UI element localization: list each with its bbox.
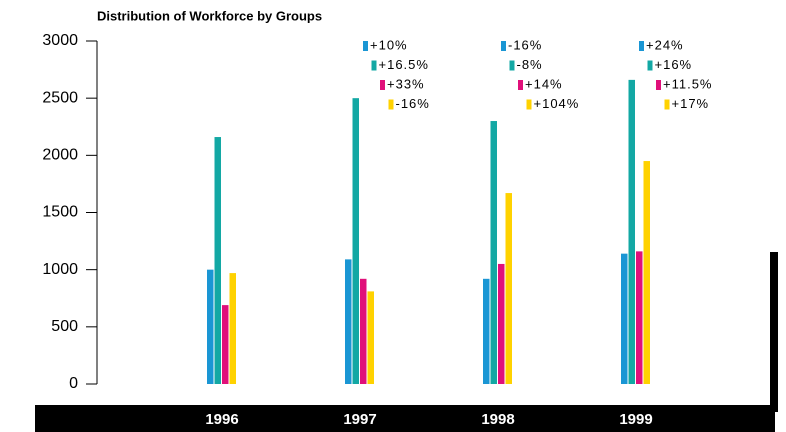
- change-swatch: [380, 80, 385, 90]
- bar: [352, 98, 359, 385]
- change-swatch: [647, 60, 653, 71]
- side-bar: [770, 252, 778, 412]
- bar: [367, 291, 374, 384]
- bar: [483, 278, 490, 384]
- y-tick-label: 500: [51, 318, 78, 335]
- change-label: +10%: [370, 37, 408, 52]
- change-swatch: [656, 80, 661, 90]
- y-tick-label: 2500: [42, 89, 78, 106]
- change-label: +104%: [534, 96, 580, 111]
- x-tick-label: 1997: [343, 411, 376, 428]
- change-swatch: [518, 80, 523, 90]
- change-swatch: [509, 60, 515, 71]
- category-band: [35, 405, 775, 432]
- change-label: -8%: [517, 57, 543, 72]
- change-swatch: [526, 99, 532, 110]
- change-label: +33%: [387, 76, 425, 91]
- change-swatch: [639, 41, 644, 51]
- x-tick-label: 1998: [481, 411, 514, 428]
- chart-title: Distribution of Workforce by Groups: [97, 8, 322, 23]
- bar: [643, 161, 650, 384]
- bar: [636, 251, 643, 384]
- change-label: +16%: [655, 57, 693, 72]
- bar: [345, 259, 352, 384]
- bar: [207, 269, 214, 384]
- bar: [360, 278, 367, 384]
- x-tick-label: 1999: [619, 411, 652, 428]
- bar: [214, 137, 221, 384]
- change-swatch: [664, 99, 670, 110]
- change-swatch: [371, 60, 377, 71]
- bar: [621, 253, 628, 384]
- change-label: -16%: [508, 37, 542, 52]
- change-label: +17%: [672, 96, 710, 111]
- y-tick-label: 2000: [42, 147, 78, 164]
- y-tick-label: 3000: [42, 32, 78, 49]
- y-tick-label: 1000: [42, 261, 78, 278]
- bar: [490, 121, 497, 385]
- y-tick-label: 1500: [42, 204, 78, 221]
- bar: [222, 305, 229, 384]
- y-tick-label: 0: [69, 375, 78, 392]
- change-label: -16%: [396, 96, 430, 111]
- change-label: +16.5%: [379, 57, 429, 72]
- change-label: +14%: [525, 76, 563, 91]
- change-label: +11.5%: [663, 76, 713, 91]
- bar: [498, 263, 505, 384]
- bar: [229, 273, 236, 384]
- change-swatch: [388, 99, 394, 110]
- x-tick-label: 1996: [205, 411, 238, 428]
- change-label: +24%: [646, 37, 684, 52]
- bar: [628, 79, 635, 384]
- change-swatch: [363, 41, 368, 51]
- bar: [505, 193, 512, 384]
- change-swatch: [501, 41, 506, 51]
